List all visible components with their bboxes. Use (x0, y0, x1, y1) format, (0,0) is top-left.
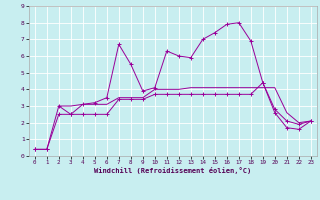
X-axis label: Windchill (Refroidissement éolien,°C): Windchill (Refroidissement éolien,°C) (94, 167, 252, 174)
